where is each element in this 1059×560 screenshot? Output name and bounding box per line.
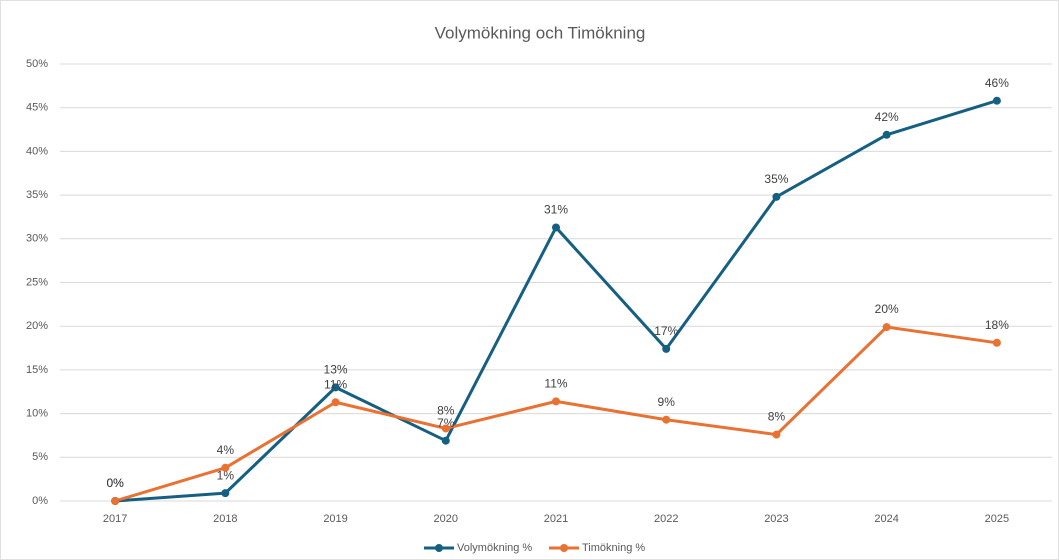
y-tick-label: 45%: [26, 102, 48, 114]
y-tick-label: 10%: [26, 408, 48, 420]
data-label: 9%: [658, 395, 676, 409]
data-label: 46%: [985, 76, 1009, 90]
data-label: 42%: [875, 110, 899, 124]
data-label: 31%: [544, 203, 568, 217]
point: [772, 430, 781, 439]
data-label: 11%: [324, 377, 347, 391]
point: [331, 383, 340, 392]
legend-marker: [560, 544, 568, 552]
data-label: 1%: [217, 468, 235, 482]
data-label: 8%: [437, 404, 455, 418]
data-label: 7%: [437, 416, 455, 430]
x-tick-label: 2018: [213, 513, 237, 525]
point: [662, 344, 671, 353]
data-label: 4%: [217, 443, 235, 457]
point: [772, 192, 781, 201]
point: [441, 436, 450, 445]
data-label: 17%: [654, 324, 678, 338]
y-tick-label: 50%: [26, 58, 48, 70]
x-tick-label: 2023: [764, 513, 788, 525]
x-tick-label: 2024: [874, 513, 898, 525]
x-tick-label: 2022: [654, 513, 678, 525]
y-tick-label: 30%: [26, 233, 48, 245]
point: [331, 398, 340, 407]
x-tick-label: 2019: [323, 513, 347, 525]
y-tick-label: 15%: [26, 364, 48, 376]
data-label: 0%: [106, 476, 124, 490]
point: [882, 130, 891, 139]
point: [992, 96, 1001, 105]
y-tick-label: 20%: [26, 320, 48, 332]
x-tick-label: 2020: [434, 513, 458, 525]
chart-title: Volymökning och Timökning: [435, 23, 646, 42]
x-tick-label: 2017: [103, 513, 127, 525]
point: [221, 463, 230, 472]
y-tick-label: 35%: [26, 189, 48, 201]
data-label: 20%: [875, 302, 899, 316]
data-label: 8%: [768, 410, 786, 424]
y-tick-label: 5%: [32, 451, 48, 463]
data-label: 35%: [764, 172, 788, 186]
y-tick-label: 25%: [26, 276, 48, 288]
point: [992, 338, 1001, 347]
data-label: 0%: [106, 476, 124, 490]
x-tick-label: 2021: [544, 513, 568, 525]
point: [552, 397, 560, 406]
data-label: 13%: [324, 363, 348, 377]
legend-label: Timökning %: [582, 542, 645, 554]
legend-label: Volymökning %: [457, 542, 532, 554]
data-label: 18%: [985, 318, 1009, 332]
point: [111, 497, 120, 505]
point: [882, 323, 891, 332]
point: [441, 424, 450, 433]
data-label: 11%: [544, 377, 567, 391]
x-tick-label: 2025: [985, 513, 1009, 525]
legend-marker: [435, 544, 443, 552]
y-tick-label: 0%: [32, 495, 48, 507]
point: [221, 489, 230, 498]
point: [662, 415, 671, 424]
y-tick-label: 40%: [26, 145, 48, 157]
point: [552, 223, 560, 232]
